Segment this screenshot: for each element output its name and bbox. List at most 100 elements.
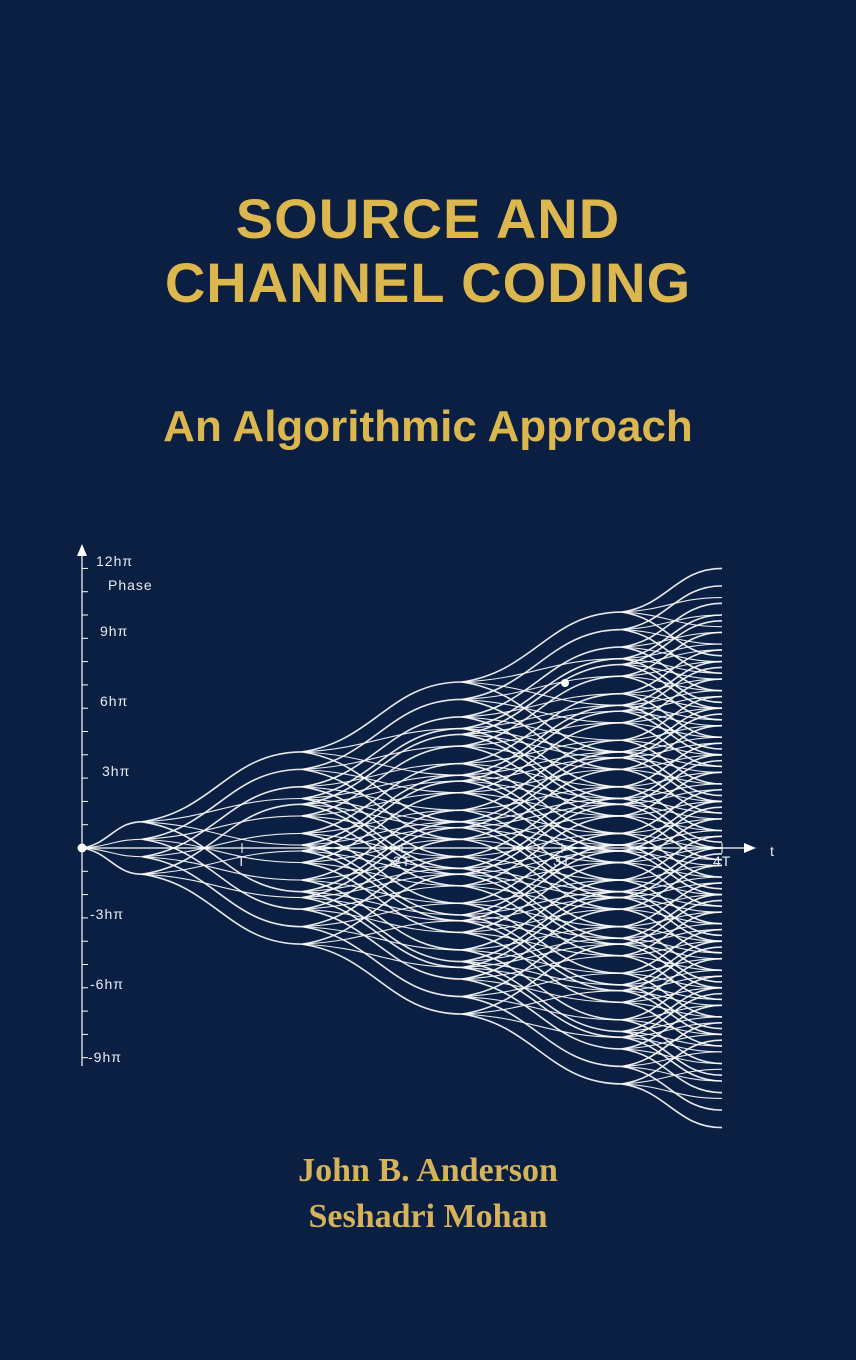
phase-path [301, 896, 463, 922]
y-tick-label: -9hπ [88, 1049, 122, 1065]
phase-path [621, 692, 723, 739]
x-tick-label: 3T [553, 853, 571, 869]
phase-path [621, 631, 723, 677]
phase-path [621, 1083, 723, 1129]
phase-path [621, 666, 723, 712]
phase-path [621, 929, 723, 945]
subtitle: An Algorithmic Approach [163, 402, 693, 451]
phase-path [461, 757, 623, 782]
phase-path [621, 614, 723, 631]
phase-path [301, 855, 463, 928]
phase-path [621, 660, 723, 707]
phase-path [621, 829, 723, 846]
phase-path [461, 885, 623, 910]
phase-path [621, 861, 723, 908]
phase-path [301, 844, 463, 916]
phase-path [301, 751, 463, 823]
phase-path [621, 908, 723, 954]
phase-path [621, 864, 723, 910]
phase-path [301, 768, 463, 841]
phase-path [461, 628, 623, 701]
phase-path [301, 745, 463, 770]
phase-path [621, 643, 723, 660]
phase-path [621, 771, 723, 817]
phase-path [621, 987, 723, 1033]
phase-path [81, 847, 143, 876]
phase-path [461, 722, 623, 747]
phase-path [621, 879, 723, 925]
phase-path [621, 759, 723, 806]
phase-path [301, 856, 463, 881]
phase-path [301, 885, 463, 910]
phase-path [461, 762, 623, 788]
phase-path [621, 1051, 723, 1067]
phase-path [461, 780, 623, 805]
phase-path [621, 663, 723, 709]
phase-path [301, 768, 463, 794]
phase-path [301, 827, 463, 852]
phase-path [621, 847, 723, 864]
phase-path [141, 832, 303, 858]
phase-path [621, 923, 723, 939]
phase-path [461, 762, 623, 835]
phase-path [621, 957, 723, 1004]
phase-path [461, 716, 623, 788]
phase-tree [77, 567, 723, 1129]
phase-path [621, 649, 723, 695]
phase-path [461, 949, 623, 1021]
phase-path [301, 879, 463, 951]
phase-path [621, 847, 723, 893]
phase-path [461, 1013, 623, 1085]
phase-path [461, 925, 623, 998]
phase-path [461, 978, 623, 1003]
phase-path [461, 745, 623, 817]
phase-path [301, 815, 463, 840]
phase-path [81, 820, 143, 849]
phase-path [461, 786, 623, 858]
phase-path [461, 873, 623, 899]
phase-path [621, 585, 723, 631]
phase-path [461, 832, 623, 905]
phase-path [621, 1033, 723, 1050]
phase-path [301, 890, 463, 963]
phase-path [621, 1001, 723, 1047]
phase-path [461, 891, 623, 916]
phase-path [621, 992, 723, 1039]
phase-path [461, 692, 623, 765]
phase-path [301, 792, 463, 817]
phase-path [141, 815, 303, 840]
phase-path [461, 931, 623, 1004]
phase-path [621, 882, 723, 928]
phase-path [621, 695, 723, 742]
phase-path [621, 649, 723, 666]
phase-path [461, 838, 623, 864]
phase-path [621, 786, 723, 832]
phase-path [301, 896, 463, 969]
phase-path [461, 675, 623, 701]
phase-path [461, 698, 623, 771]
phase-path [621, 958, 723, 974]
phase-path [301, 862, 463, 887]
phase-path [461, 850, 623, 922]
phase-path [461, 867, 623, 940]
phase-path [621, 1039, 723, 1085]
phase-path [621, 663, 723, 680]
phase-path [621, 725, 723, 741]
phase-path [461, 931, 623, 957]
phase-path [621, 567, 723, 613]
phase-path [461, 908, 623, 934]
phase-path [621, 1068, 723, 1085]
phase-path [461, 1013, 623, 1038]
phase-path [621, 806, 723, 852]
phase-path [621, 894, 723, 910]
phase-path [621, 946, 723, 992]
phase-path [301, 873, 463, 945]
phase-path [621, 756, 723, 803]
phase-path [301, 716, 463, 788]
phase-path [301, 809, 463, 834]
phase-path [621, 818, 723, 864]
phase-path [621, 696, 723, 712]
y-tick-label: -6hπ [90, 976, 124, 992]
phase-path [461, 920, 623, 992]
phase-path [621, 987, 723, 1003]
